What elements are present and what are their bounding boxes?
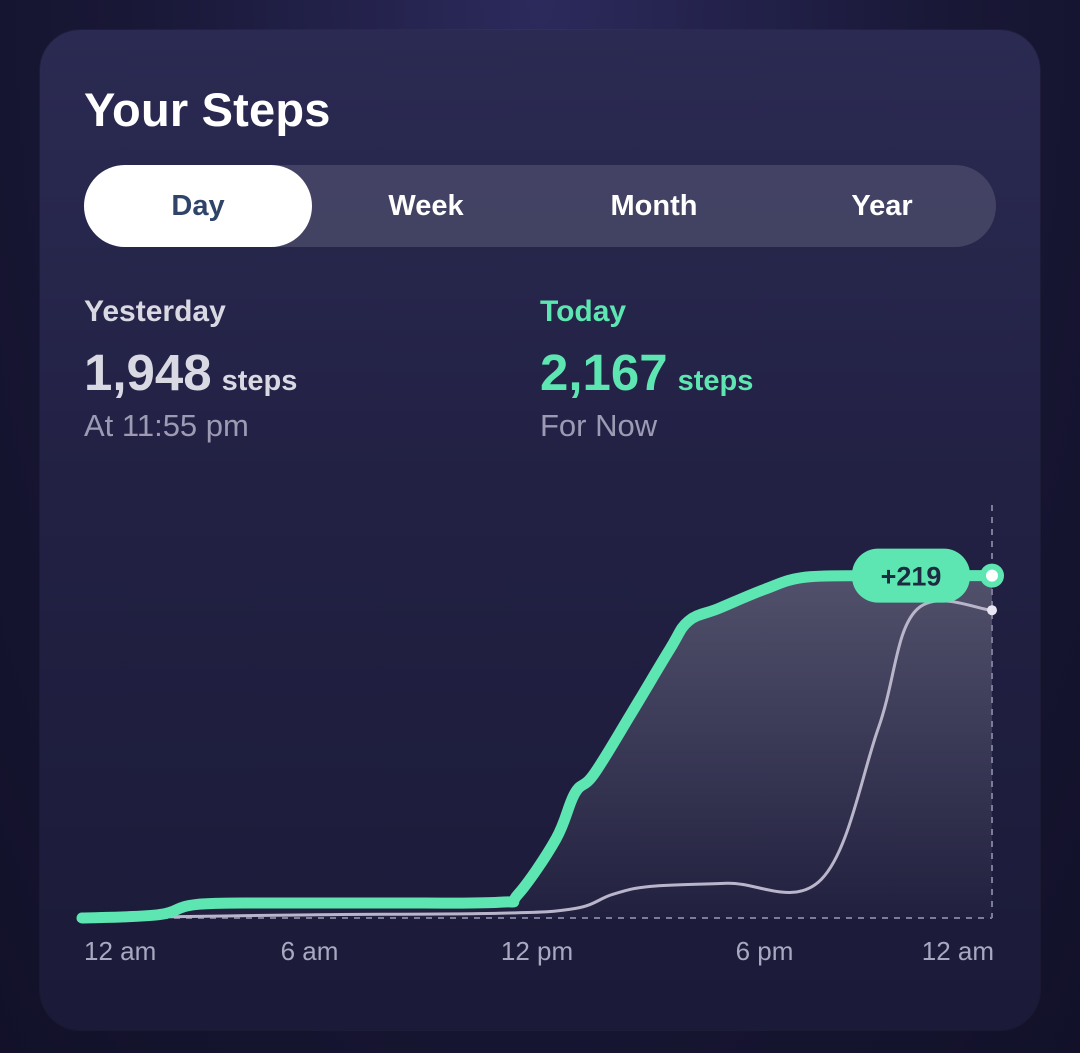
steps-card: Your Steps Day Week Month Year Yesterday… [40, 30, 1040, 1030]
today-end-marker [980, 563, 1004, 588]
today-end-dot [986, 569, 998, 582]
yesterday-stat: Yesterday 1,948 steps At 11:55 pm [84, 295, 297, 444]
today-status: For Now [540, 408, 658, 443]
yesterday-steps-unit: steps [221, 365, 298, 397]
x-tick-label: 6 pm [736, 936, 794, 966]
x-tick-label: 12 pm [501, 936, 573, 966]
yesterday-label: Yesterday [84, 295, 226, 328]
tab-day[interactable]: Day [84, 165, 312, 247]
difference-badge-bg [852, 548, 970, 603]
yesterday-series-line [80, 599, 994, 920]
steps-line-chart: +219 12 am 6 am 12 pm 6 pm 12 am [76, 505, 1004, 966]
x-axis-labels: 12 am 6 am 12 pm 6 pm 12 am [84, 936, 994, 966]
yesterday-time: At 11:55 pm [84, 408, 249, 443]
yesterday-steps-value: 1,948 [84, 344, 212, 401]
x-tick-label: 12 am [922, 936, 994, 966]
x-tick-label: 6 am [281, 936, 339, 966]
yesterday-end-dot [987, 605, 997, 616]
today-label: Today [540, 295, 627, 328]
today-series-line [76, 570, 865, 924]
tab-year[interactable]: Year [851, 189, 913, 222]
today-steps-unit: steps [677, 365, 754, 397]
difference-badge-label: +219 [881, 562, 942, 592]
today-count-line: 2,167 steps [540, 343, 753, 402]
today-steps-value: 2,167 [540, 344, 668, 401]
today-area-fill [82, 575, 992, 918]
tab-week[interactable]: Week [388, 189, 464, 222]
today-stat: Today 2,167 steps For Now [540, 295, 753, 444]
period-segmented-control: Day Week Month Year [84, 165, 996, 247]
x-tick-label: 12 am [84, 936, 156, 966]
yesterday-count-line: 1,948 steps [84, 343, 297, 402]
difference-badge: +219 [852, 548, 970, 603]
tab-month[interactable]: Month [610, 189, 698, 222]
card-title: Your Steps [84, 83, 331, 136]
